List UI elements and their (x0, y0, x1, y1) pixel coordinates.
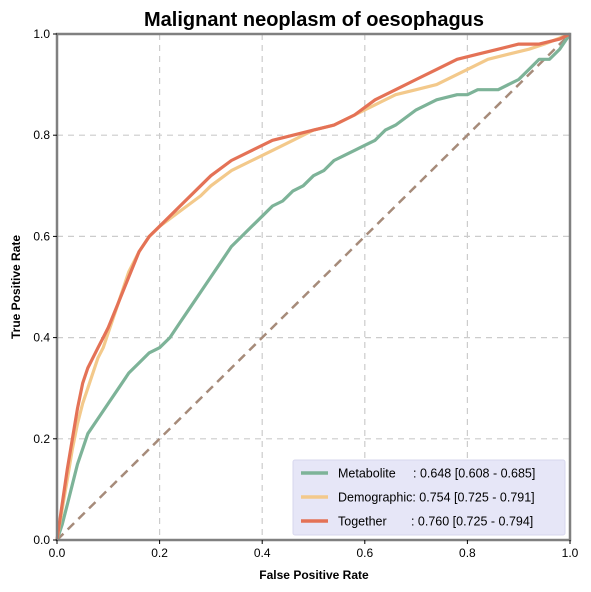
chart-title: Malignant neoplasm of oesophagus (144, 9, 484, 31)
axis-ticks: 0.0 0.2 0.4 0.6 0.8 1.0 0.0 0.2 0.4 0.6 0.8 1.0 (33, 27, 578, 560)
chance-diagonal-line (56, 33, 571, 541)
roc-curve-demographic (55, 32, 571, 541)
diagonal-reference (56, 33, 571, 541)
grid-lines (57, 34, 570, 540)
x-tick-label: 0.4 (254, 546, 271, 560)
roc-curve-together (55, 32, 571, 541)
x-tick-label: 0.2 (151, 546, 168, 560)
y-tick-label: 0.6 (33, 229, 50, 243)
y-tick-label: 0.8 (33, 128, 50, 142)
plot-frame (55, 32, 572, 542)
x-tick-label: 1.0 (562, 546, 579, 560)
y-tick-label: 0.4 (33, 331, 50, 345)
roc-curves (55, 32, 572, 541)
y-tick-label: 1.0 (33, 27, 50, 41)
y-axis-label: True Positive Rate (9, 235, 23, 339)
legend-box (292, 459, 566, 536)
x-axis-label: False Positive Rate (259, 568, 369, 582)
y-tick-label: 0.0 (33, 533, 50, 547)
legend-label-together: Together : 0.760 [0.725 - 0.794] (338, 515, 533, 529)
x-tick-label: 0.0 (49, 546, 66, 560)
roc-curve-metabolite (55, 33, 572, 541)
x-tick-label: 0.6 (356, 546, 373, 560)
legend-label-metabolite: Metabolite : 0.648 [0.608 - 0.685] (338, 467, 535, 481)
legend: Metabolite : 0.648 [0.608 - 0.685] Demogr… (292, 459, 566, 536)
x-tick-label: 0.8 (459, 546, 476, 560)
legend-label-demographic: Demographic: 0.754 [0.725 - 0.791] (338, 491, 535, 505)
y-tick-label: 0.2 (33, 432, 50, 446)
